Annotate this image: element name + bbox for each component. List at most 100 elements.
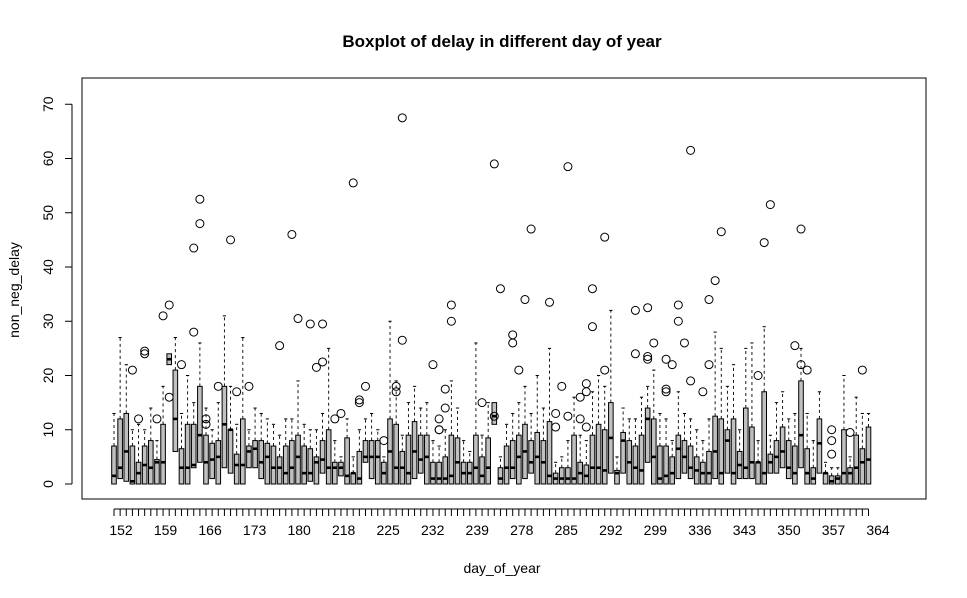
box-group bbox=[495, 284, 505, 485]
box-rect bbox=[724, 429, 731, 474]
outlier-point bbox=[434, 414, 444, 424]
box-group bbox=[802, 365, 812, 485]
y-tick-label: 40 bbox=[40, 259, 56, 275]
outlier-point bbox=[379, 436, 389, 446]
box-group bbox=[581, 379, 591, 485]
box-rect bbox=[509, 440, 516, 480]
outlier-point bbox=[440, 403, 450, 413]
x-tick-label: 357 bbox=[822, 522, 846, 538]
box-group bbox=[822, 461, 829, 485]
box-rect bbox=[730, 418, 737, 485]
outlier-point bbox=[551, 422, 561, 432]
y-axis-label: non_neg_delay bbox=[6, 242, 22, 338]
box-group bbox=[614, 456, 620, 485]
x-tick-label: 180 bbox=[287, 522, 311, 538]
y-axis: 0 10 20 30 40 50 60 70 bbox=[40, 96, 73, 488]
outlier-point bbox=[600, 232, 610, 242]
outlier-point bbox=[587, 322, 597, 332]
box-rect bbox=[111, 445, 117, 485]
box-group bbox=[440, 384, 450, 485]
box-group bbox=[301, 423, 307, 485]
box-rect bbox=[405, 434, 412, 485]
x-tick-label: 364 bbox=[866, 522, 890, 538]
box-rect bbox=[798, 380, 804, 469]
box-group bbox=[638, 396, 645, 485]
box-group bbox=[704, 295, 714, 485]
outlier-point bbox=[164, 300, 174, 310]
box-rect bbox=[718, 418, 725, 485]
box-rect bbox=[203, 434, 209, 485]
box-rect bbox=[325, 429, 332, 485]
box-rect bbox=[595, 423, 602, 485]
outlier-point bbox=[152, 414, 162, 424]
outlier-point bbox=[630, 305, 640, 315]
outlier-point bbox=[134, 414, 144, 424]
x-tick-label: 292 bbox=[599, 522, 623, 538]
outlier-point bbox=[305, 319, 315, 329]
box-group bbox=[779, 391, 786, 469]
outlier-point bbox=[581, 387, 591, 397]
box-group bbox=[710, 276, 720, 480]
box-rect bbox=[374, 440, 381, 485]
box-group bbox=[796, 224, 806, 469]
outlier-point bbox=[661, 384, 671, 394]
outlier-point bbox=[360, 381, 370, 391]
box-group bbox=[835, 467, 841, 485]
box-group bbox=[526, 224, 536, 474]
outlier-point bbox=[827, 425, 837, 435]
box-group bbox=[730, 364, 737, 485]
box-group bbox=[785, 418, 792, 480]
box-group bbox=[466, 450, 473, 485]
box-group bbox=[686, 145, 696, 480]
outlier-point bbox=[704, 360, 714, 370]
outlier-point bbox=[686, 145, 696, 155]
box-rect bbox=[117, 418, 123, 480]
outlier-point bbox=[213, 381, 223, 391]
x-tick-label: 232 bbox=[421, 522, 445, 538]
box-group bbox=[305, 319, 315, 482]
x-axis-label: day_of_year bbox=[463, 560, 540, 576]
box-group bbox=[649, 338, 659, 485]
box-rect bbox=[534, 431, 541, 485]
box-group bbox=[318, 319, 328, 474]
outlier-point bbox=[845, 427, 855, 437]
outlier-point bbox=[643, 303, 653, 313]
outlier-point bbox=[477, 398, 487, 408]
box-group bbox=[454, 407, 461, 485]
x-axis: 152 159 166 173 180 218 225 232 239 278 285 292 299 3… bbox=[109, 508, 890, 538]
box-rect bbox=[650, 418, 657, 485]
x-tick-label: 166 bbox=[198, 522, 222, 538]
outlier-point bbox=[195, 219, 205, 229]
box-rect bbox=[491, 402, 498, 425]
outlier-point bbox=[575, 392, 585, 402]
box-rect bbox=[706, 450, 712, 485]
box-rect bbox=[546, 421, 553, 485]
box-rect bbox=[123, 412, 130, 482]
box-group bbox=[140, 346, 150, 485]
box-rect bbox=[749, 426, 755, 480]
box-rect bbox=[761, 391, 768, 485]
box-rect bbox=[252, 440, 258, 469]
box-rect bbox=[712, 415, 718, 480]
box-rect bbox=[565, 467, 571, 485]
box-group bbox=[489, 159, 499, 425]
box-rect bbox=[571, 434, 577, 485]
box-rect bbox=[368, 440, 375, 480]
box-rect bbox=[841, 429, 847, 485]
box-group bbox=[673, 300, 683, 480]
box-rect bbox=[853, 434, 860, 485]
outlier-point bbox=[704, 295, 714, 305]
box-group bbox=[424, 402, 430, 485]
box-group bbox=[587, 284, 597, 485]
outlier-point bbox=[201, 414, 211, 424]
outlier-point bbox=[330, 414, 340, 424]
outlier-point bbox=[710, 276, 720, 286]
box-rect bbox=[865, 426, 872, 485]
outlier-point bbox=[581, 422, 591, 432]
outlier-point bbox=[563, 411, 573, 421]
outlier-point bbox=[765, 200, 775, 210]
box-group bbox=[693, 429, 700, 485]
box-group bbox=[428, 360, 438, 485]
box-rect bbox=[620, 431, 626, 474]
